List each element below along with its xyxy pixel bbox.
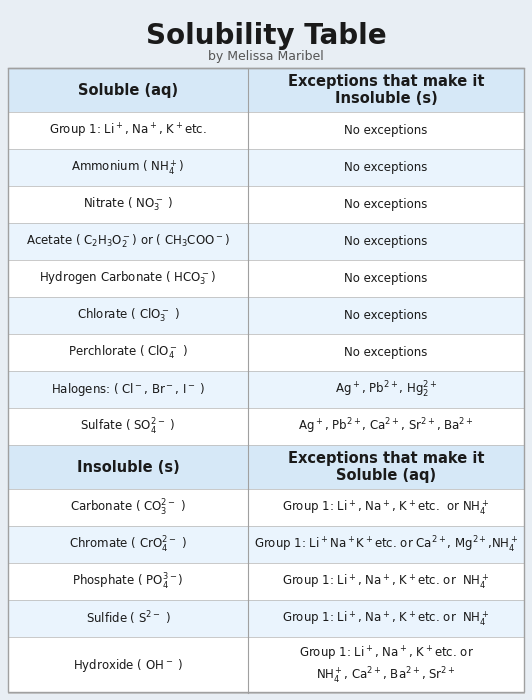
Text: Sulfate ( SO$_4^{2-}$ ): Sulfate ( SO$_4^{2-}$ ) <box>80 416 176 437</box>
Bar <box>8 260 524 297</box>
Text: Ammonium ( NH$_4^+$): Ammonium ( NH$_4^+$) <box>71 158 185 177</box>
Bar <box>8 334 524 371</box>
Bar <box>8 489 524 526</box>
Text: Halogens: ( Cl$^-$, Br$^-$, I$^-$ ): Halogens: ( Cl$^-$, Br$^-$, I$^-$ ) <box>51 381 205 398</box>
Text: Ag$^+$, Pb$^{2+}$, Ca$^{2+}$, Sr$^{2+}$, Ba$^{2+}$: Ag$^+$, Pb$^{2+}$, Ca$^{2+}$, Sr$^{2+}$,… <box>298 416 474 436</box>
Bar <box>8 637 524 693</box>
Text: Perchlorate ( ClO$_4^-$ ): Perchlorate ( ClO$_4^-$ ) <box>68 344 188 361</box>
Bar <box>8 68 524 112</box>
Text: No exceptions: No exceptions <box>344 161 428 174</box>
Text: Phosphate ( PO$_4^{3-}$): Phosphate ( PO$_4^{3-}$) <box>72 571 184 592</box>
Bar <box>8 445 524 489</box>
Text: No exceptions: No exceptions <box>344 198 428 211</box>
Text: Group 1: Li$^+$Na$^+$K$^+$etc. or Ca$^{2+}$, Mg$^{2+}$,NH$_4^+$: Group 1: Li$^+$Na$^+$K$^+$etc. or Ca$^{2… <box>254 535 518 554</box>
Text: Insoluble (s): Insoluble (s) <box>77 459 179 475</box>
Text: Soluble (aq): Soluble (aq) <box>78 83 178 97</box>
Bar <box>8 408 524 445</box>
Bar <box>8 223 524 260</box>
Text: Carbonate ( CO$_3^{2-}$ ): Carbonate ( CO$_3^{2-}$ ) <box>70 498 186 517</box>
Text: No exceptions: No exceptions <box>344 124 428 137</box>
Bar <box>8 186 524 223</box>
Text: Exceptions that make it
Soluble (aq): Exceptions that make it Soluble (aq) <box>288 451 484 483</box>
Bar <box>8 68 524 692</box>
Bar <box>8 526 524 563</box>
Bar <box>8 68 524 692</box>
Bar <box>8 297 524 334</box>
Text: No exceptions: No exceptions <box>344 272 428 285</box>
Text: Group 1: Li$^+$, Na$^+$, K$^+$etc. or  NH$_4^+$: Group 1: Li$^+$, Na$^+$, K$^+$etc. or NH… <box>282 572 489 591</box>
Text: Chlorate ( ClO$_3^-$ ): Chlorate ( ClO$_3^-$ ) <box>77 307 179 324</box>
Bar <box>8 563 524 600</box>
Text: Group 1: Li$^+$, Na$^+$, K$^+$etc.: Group 1: Li$^+$, Na$^+$, K$^+$etc. <box>49 121 207 140</box>
Text: Solubility Table: Solubility Table <box>146 22 386 50</box>
Text: Group 1: Li$^+$, Na$^+$, K$^+$etc.  or NH$_4^+$: Group 1: Li$^+$, Na$^+$, K$^+$etc. or NH… <box>282 498 489 517</box>
Text: Hydrogen Carbonate ( HCO$_3^-$): Hydrogen Carbonate ( HCO$_3^-$) <box>39 270 217 287</box>
Text: Acetate ( C$_2$H$_3$O$_2^-$) or ( CH$_3$COO$^-$): Acetate ( C$_2$H$_3$O$_2^-$) or ( CH$_3$… <box>26 232 230 251</box>
Text: by Melissa Maribel: by Melissa Maribel <box>208 50 324 63</box>
Bar <box>8 112 524 149</box>
Text: Chromate ( CrO$_4^{2-}$ ): Chromate ( CrO$_4^{2-}$ ) <box>69 535 187 554</box>
Bar <box>8 149 524 186</box>
Text: Ag$^+$, Pb$^{2+}$, Hg$_2^{2+}$: Ag$^+$, Pb$^{2+}$, Hg$_2^{2+}$ <box>335 379 437 400</box>
Text: Exceptions that make it
Insoluble (s): Exceptions that make it Insoluble (s) <box>288 74 484 106</box>
Text: Hydroxide ( OH$^-$ ): Hydroxide ( OH$^-$ ) <box>73 657 183 673</box>
Text: Sulfide ( S$^{2-}$ ): Sulfide ( S$^{2-}$ ) <box>86 610 170 627</box>
Bar <box>8 600 524 637</box>
Text: Group 1: Li$^+$, Na$^+$, K$^+$etc. or
NH$_4^+$, Ca$^{2+}$, Ba$^{2+}$, Sr$^{2+}$: Group 1: Li$^+$, Na$^+$, K$^+$etc. or NH… <box>298 645 473 685</box>
Bar <box>8 371 524 408</box>
Text: No exceptions: No exceptions <box>344 309 428 322</box>
Text: No exceptions: No exceptions <box>344 346 428 359</box>
Text: Nitrate ( NO$_3^-$ ): Nitrate ( NO$_3^-$ ) <box>83 196 173 214</box>
Text: Group 1: Li$^+$, Na$^+$, K$^+$etc. or  NH$_4^+$: Group 1: Li$^+$, Na$^+$, K$^+$etc. or NH… <box>282 609 489 628</box>
Text: No exceptions: No exceptions <box>344 235 428 248</box>
